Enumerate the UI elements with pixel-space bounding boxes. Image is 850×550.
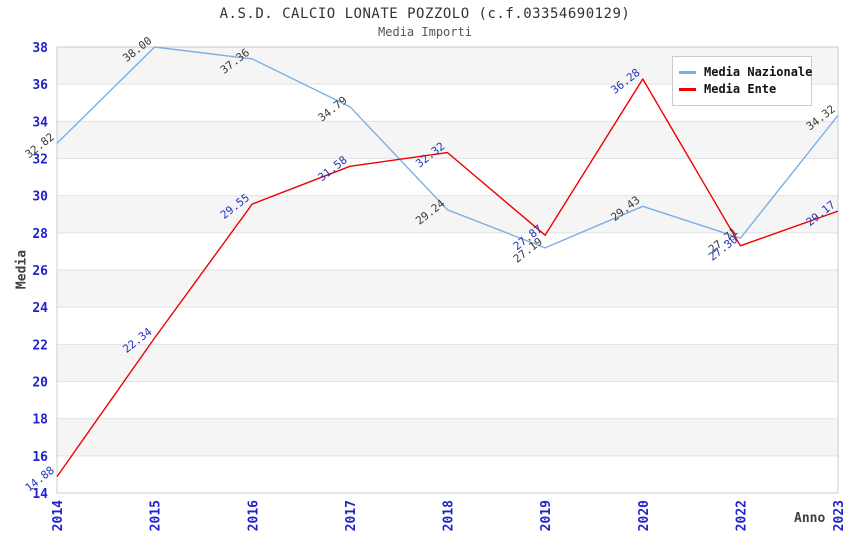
legend-label-media-ente: Media Ente [704,82,777,96]
x-axis-title: Anno [794,511,826,526]
series-line-media-ente [56,78,839,478]
plot-band [57,344,838,382]
plot-border [56,46,839,494]
legend: Media Nazionale Media Ente [672,56,812,106]
y-tick-label: 24 [32,301,48,316]
x-tick-label: 2020 [637,500,652,531]
series-line-media-nazionale [56,46,839,249]
y-tick-label: 26 [32,264,48,279]
media-nazionale-line-swatch [679,70,696,74]
y-tick-label: 34 [32,115,48,130]
plot-band [57,195,838,233]
x-tick-label: 2022 [734,500,749,531]
x-tick-label: 2018 [442,500,457,531]
y-tick-label: 16 [32,450,48,465]
x-tick-label: 2016 [246,500,261,531]
legend-item-media-nazionale: Media Nazionale [679,64,812,80]
x-tick-label: 2023 [832,500,847,531]
y-tick-label: 18 [32,413,48,428]
y-tick-label: 20 [32,376,48,391]
chart-title: A.S.D. CALCIO LONATE POZZOLO (c.f.033546… [219,6,631,22]
x-tick-label: 2014 [51,500,66,531]
x-tick-label: 2015 [149,500,164,531]
y-tick-label: 14 [32,487,48,502]
y-tick-label: 32 [32,153,48,168]
y-axis-title: Media [14,249,30,290]
legend-label-media-nazionale: Media Nazionale [704,65,813,79]
plot-band [57,418,838,456]
legend-item-media-ente: Media Ente [679,81,805,97]
x-tick-label: 2017 [344,500,359,531]
y-tick-label: 38 [32,41,48,56]
chart-subtitle: Media Importi [378,25,472,39]
plot-band [57,270,838,308]
y-tick-label: 28 [32,227,48,242]
media-ente-line-swatch [679,87,696,91]
y-tick-label: 30 [32,190,48,205]
y-tick-label: 22 [32,338,48,353]
y-tick-label: 36 [32,78,48,93]
x-tick-label: 2019 [539,500,554,531]
